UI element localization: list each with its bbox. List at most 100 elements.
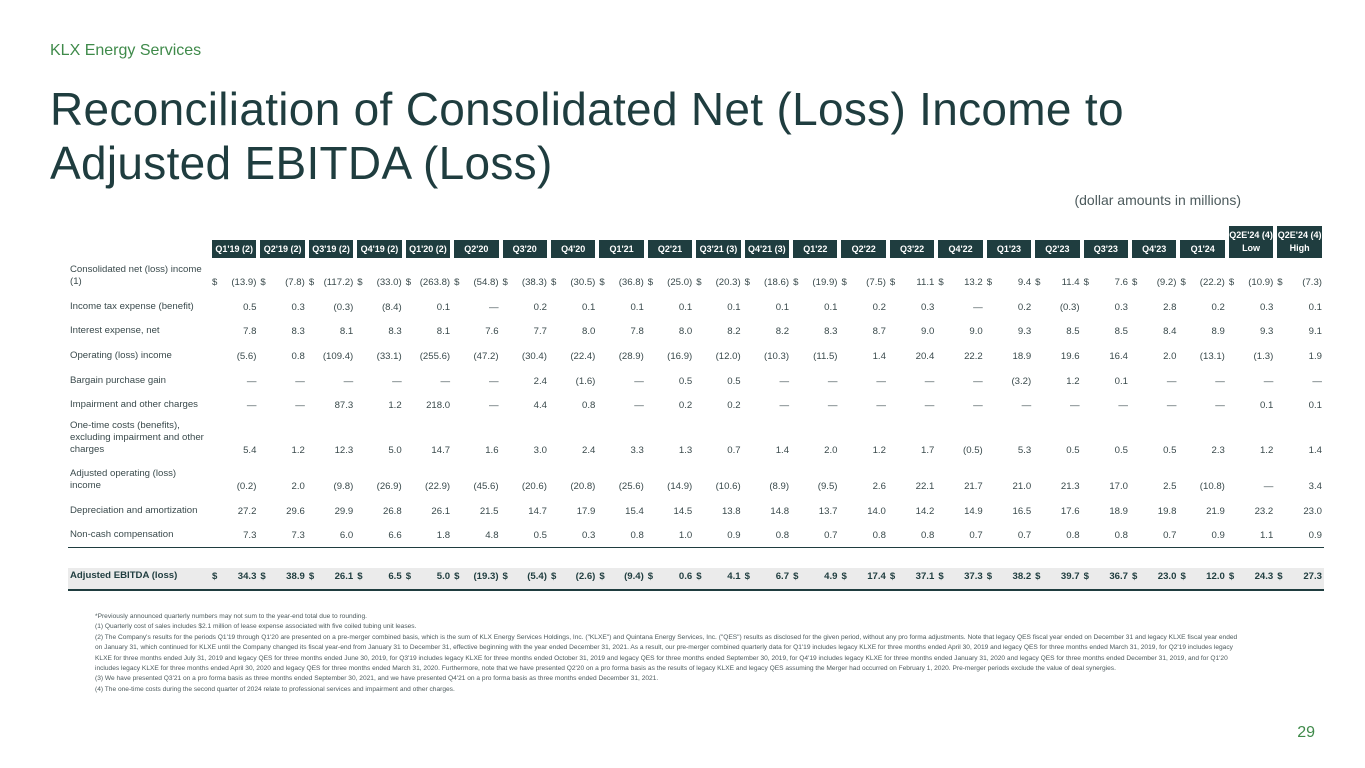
value-cell: 26.1 [404,498,452,523]
value: 6.7 [775,570,790,582]
column-header: Q2E'24 (4) High [1275,222,1324,258]
column-header-label: Q4'22 [938,240,983,258]
value-cell: 14.9 [936,498,984,523]
value-cell: 21.9 [1178,498,1226,523]
value: 1.4 [775,445,790,457]
currency-symbol: $ [647,570,654,582]
value-cell: 0.1 [1275,393,1324,418]
column-header: Q2'22 [839,222,887,258]
value: 18.9 [1109,506,1129,518]
value: (11.5) [813,351,838,363]
value-cell: (10.8) [1178,462,1226,498]
value-cell: 8.5 [1033,319,1081,344]
value-cell: 13.8 [694,498,742,523]
value: 0.7 [824,530,838,542]
value-cell: — [404,368,452,393]
value-cell: (1.6) [549,368,597,393]
column-header-label: Q2E'24 (4) Low [1228,226,1274,258]
currency-symbol: $ [357,277,363,288]
currency-symbol: $ [405,570,412,582]
value-cell: — [452,368,500,393]
value-cell: 9.3 [985,319,1033,344]
value-cell: 87.3 [307,393,355,418]
value: (10.8) [1199,481,1225,493]
value-cell: 2.4 [501,368,549,393]
value-cell: 0.5 [694,368,742,393]
value: (5.6) [236,351,257,363]
value-cell: 0.1 [1082,368,1130,393]
value: — [827,400,838,412]
value: 7.6 [485,326,499,338]
value-cell: $7.6 [1082,258,1130,294]
currency-symbol: $ [841,277,847,288]
value-cell: $ (10.9) [1227,258,1275,294]
value-cell: 27.2 [210,498,258,523]
value: (22.2) [1199,277,1225,288]
column-header-label: Q2E'24 (4) High [1277,226,1322,258]
value-cell: 7.6 [452,319,500,344]
value: (20.6) [521,481,547,493]
value: 8.7 [872,326,886,338]
currency-symbol: $ [1035,277,1041,288]
value-cell: 9.3 [1227,319,1275,344]
value: 14.7 [528,506,547,518]
row-label: Depreciation and amortization [70,505,198,517]
value: 24.3 [1254,570,1274,582]
value: (7.8) [285,277,305,288]
value-cell: — [791,393,839,418]
currency-symbol: $ [696,570,702,582]
value: (33.0) [376,277,402,288]
footnote: (1) Quarterly cost of sales includes $2.… [95,623,417,631]
value-cell: $ (263.8) [404,258,452,294]
value: 0.5 [533,530,547,542]
value: 6.0 [339,530,354,542]
table-row: Depreciation and amortization 27.2 29.6 29.… [68,498,1324,523]
value: 9.4 [1017,277,1032,288]
value-cell: — [355,368,403,393]
value: (33.1) [376,351,402,363]
value: (117.2) [323,277,354,288]
value-cell: 2.0 [791,417,839,462]
value: 7.6 [1114,277,1129,288]
page-number: 29 [1297,724,1315,741]
value-cell: — [452,294,500,319]
table-row: Non-cash compensation 7.3 7.3 6.0 6.6 1.8 4.8 0… [68,523,1324,549]
value-cell: 19.6 [1033,343,1081,368]
value-cell: 0.3 [888,294,936,319]
value-cell: — [1082,393,1130,418]
value: — [876,400,886,412]
value-cell: 19.8 [1130,498,1178,523]
currency-symbol: $ [1132,277,1138,288]
value: (10.9) [1248,277,1274,288]
currency-symbol: $ [599,277,605,288]
table-row: Bargain purchase gain — — — — — — 2.4 (1.6) — 0.5 0… [68,368,1324,393]
currency-symbol: $ [1277,277,1283,288]
value-cell: — [888,393,936,418]
row-label: Interest expense, net [70,325,160,337]
currency-symbol: $ [1035,570,1041,582]
value-cell: 218.0 [404,393,452,418]
currency-symbol: $ [986,570,993,582]
value: 5.4 [243,445,257,457]
value: 1.2 [872,445,886,457]
reconciliation-table: Q1'19 (2) Q2'19 (2) Q3'19 (2) Q4'19 (2) Q1'2… [68,222,1324,591]
column-header: Q1'21 [597,222,645,258]
value-cell: 8.7 [839,319,887,344]
column-header-label: Q1'22 [793,240,838,258]
value-cell: 0.2 [501,294,549,319]
currency-symbol: $ [308,570,315,582]
value: 7.7 [533,326,547,338]
value: 22.1 [915,481,935,493]
value-cell: (255.6) [404,343,452,368]
value-cell: (12.0) [694,343,742,368]
column-header: Q3'19 (2) [307,222,355,258]
value: — [1166,400,1177,412]
value-cell: $13.2 [936,258,984,294]
value: 21.5 [479,506,499,518]
value-cell: 0.1 [404,294,452,319]
value-cell: $26.1 [306,567,356,591]
currency-symbol: $ [502,277,508,288]
value: 87.3 [334,400,354,412]
currency-symbol: $ [793,277,799,288]
value: — [488,400,499,412]
